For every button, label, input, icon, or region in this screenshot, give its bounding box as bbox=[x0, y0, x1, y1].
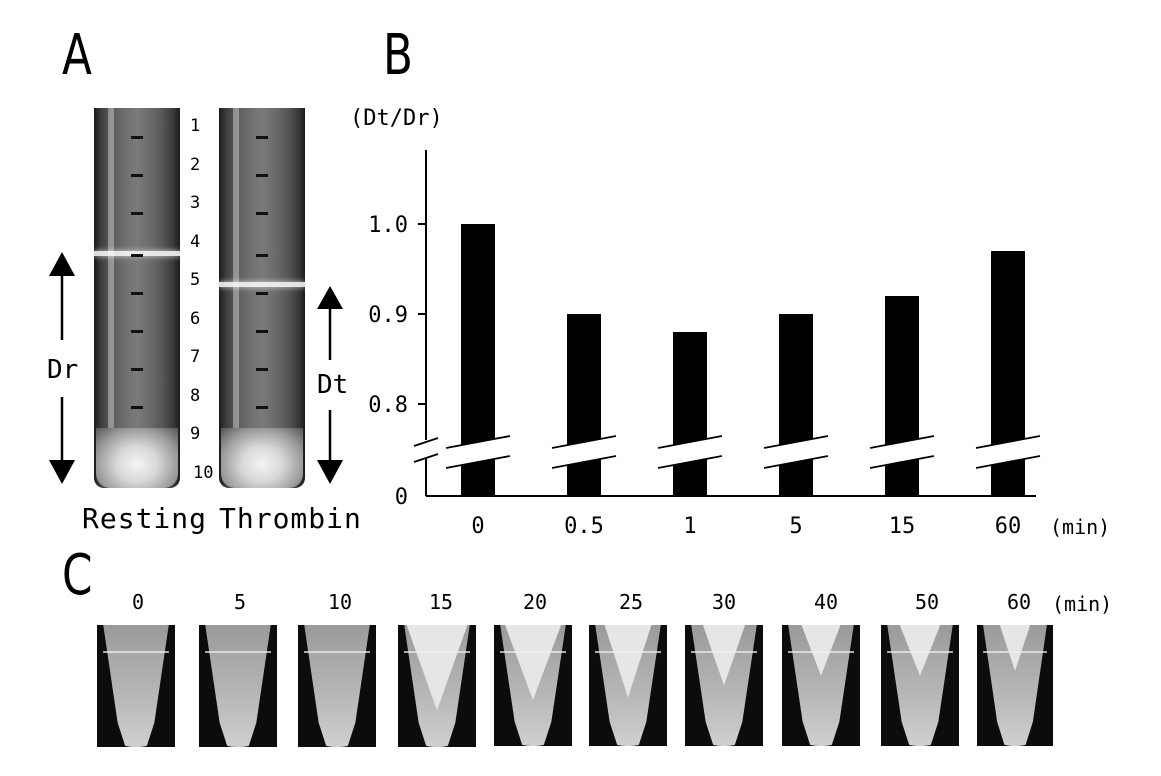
tube-20-min bbox=[494, 625, 572, 746]
tube-number-5: 5 bbox=[190, 270, 201, 290]
bar-break-0 bbox=[445, 435, 511, 469]
dt-label: Dt bbox=[317, 370, 349, 400]
caption-resting: Resting bbox=[82, 502, 208, 535]
time-label-15: 15 bbox=[429, 590, 454, 614]
bar-0.5 bbox=[567, 314, 601, 496]
time-label-30: 30 bbox=[712, 590, 737, 614]
x-tick-label-0: 0 bbox=[471, 514, 484, 539]
tube-15-min bbox=[398, 625, 476, 747]
bar-15 bbox=[885, 296, 919, 496]
tube-number-9: 9 bbox=[190, 424, 201, 444]
y-tick-label-0.9: 0.9 bbox=[368, 303, 408, 328]
time-label-0: 0 bbox=[132, 590, 145, 614]
panel-letter-c: C bbox=[62, 543, 93, 608]
thrombin-tube bbox=[219, 108, 305, 488]
resting-tube bbox=[94, 108, 180, 488]
bar-1 bbox=[673, 332, 707, 496]
bar-break-1 bbox=[657, 435, 723, 469]
x-tick-label-60: 60 bbox=[995, 514, 1022, 539]
bar-5 bbox=[779, 314, 813, 496]
dr-label: Dr bbox=[47, 355, 79, 385]
dt-arrow bbox=[317, 286, 343, 484]
tube-50-min bbox=[881, 625, 959, 746]
tube-10-min bbox=[298, 625, 376, 747]
tube-number-8: 8 bbox=[190, 385, 201, 406]
time-label-10: 10 bbox=[328, 590, 353, 614]
y-tick-label-0.8: 0.8 bbox=[368, 393, 408, 418]
time-label-60: 60 bbox=[1007, 590, 1032, 614]
y-tick-label-1.0: 1.0 bbox=[368, 213, 408, 238]
bar-chart: 00.80.91.00 0.5 1 5 15 60 bbox=[368, 150, 1041, 539]
x-tick-label-1: 1 bbox=[683, 514, 696, 539]
tube-number-1: 1 bbox=[190, 116, 201, 136]
tube-60-min bbox=[977, 625, 1053, 746]
panel-a-arrows bbox=[49, 252, 343, 484]
bar-break-5 bbox=[763, 435, 829, 469]
tube-30-min bbox=[685, 625, 763, 746]
y-tick-label-0: 0 bbox=[395, 485, 408, 510]
tube-number-10: 10 bbox=[193, 462, 214, 483]
time-label-40: 40 bbox=[814, 590, 839, 614]
time-label-25: 25 bbox=[619, 590, 644, 614]
chart-xunit: (min) bbox=[1050, 515, 1111, 539]
tube-number-7: 7 bbox=[190, 347, 201, 367]
bar-break-0.5 bbox=[551, 435, 617, 469]
tube-number-4: 4 bbox=[190, 231, 201, 252]
y-axis-break bbox=[413, 437, 439, 463]
x-tick-label-5: 5 bbox=[789, 514, 802, 539]
dr-arrow bbox=[49, 252, 75, 484]
time-label-50: 50 bbox=[915, 590, 940, 614]
chart-ylabel: (Dt/Dr) bbox=[350, 106, 443, 131]
x-tick-label-0.5: 0.5 bbox=[564, 514, 604, 539]
bar-break-15 bbox=[869, 435, 935, 469]
caption-thrombin: Thrombin bbox=[219, 502, 362, 535]
x-tick-label-15: 15 bbox=[889, 514, 916, 539]
time-label-20: 20 bbox=[523, 590, 548, 614]
tube-5-min bbox=[199, 625, 277, 747]
time-label-5: 5 bbox=[234, 590, 247, 614]
tube-number-3: 3 bbox=[190, 193, 201, 213]
panel-letter-b: B bbox=[383, 23, 413, 88]
tube-number-6: 6 bbox=[190, 308, 201, 329]
tube-number-2: 2 bbox=[190, 154, 201, 175]
panel-letter-a: A bbox=[62, 23, 92, 88]
tube-40-min bbox=[782, 625, 860, 746]
bar-break-60 bbox=[975, 435, 1041, 469]
panel-c-unit: (min) bbox=[1052, 592, 1113, 616]
tube-0-min bbox=[97, 625, 175, 747]
tube-25-min bbox=[589, 625, 667, 746]
